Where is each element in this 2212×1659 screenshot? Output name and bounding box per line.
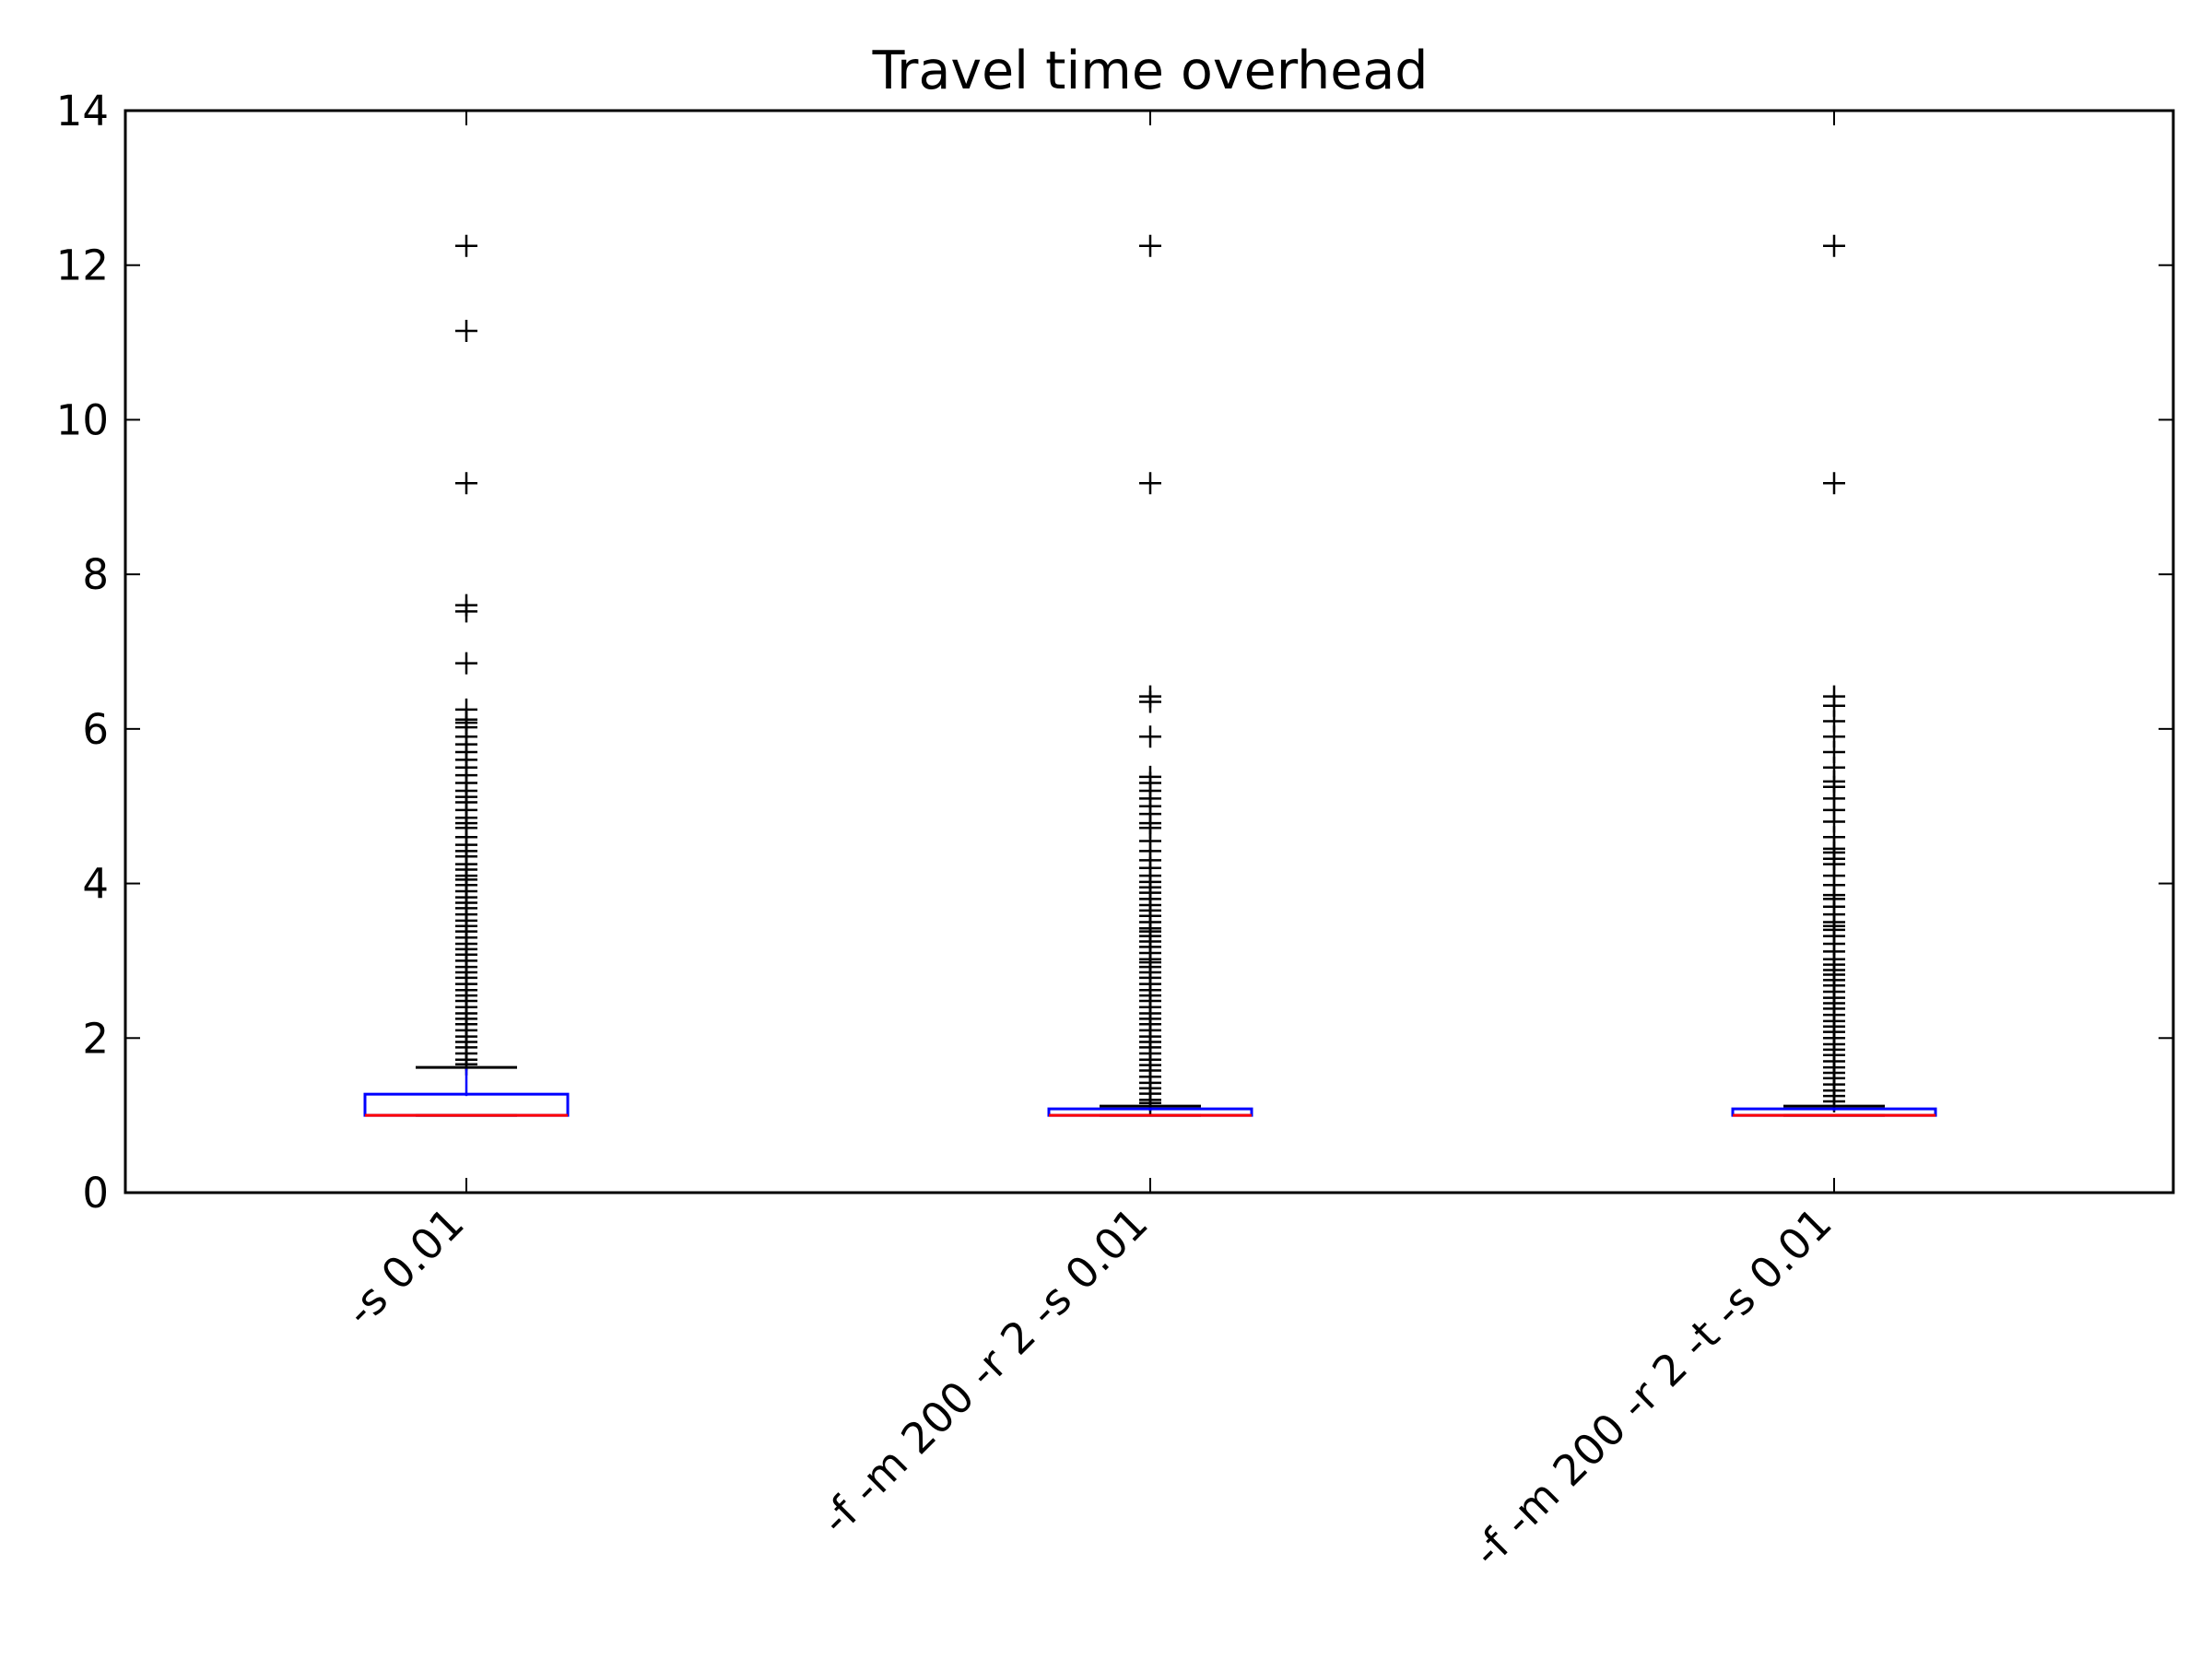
outlier-marker: [1823, 234, 1845, 257]
outlier-marker: [1139, 725, 1161, 748]
y-tick-label: 6: [82, 705, 109, 754]
x-category-label: -f -m 200 -r 2 -t -s 0.01: [1463, 1198, 1841, 1577]
x-category-label: -f -m 200 -r 2 -s 0.01: [811, 1198, 1158, 1545]
outlier-marker: [455, 319, 477, 342]
outlier-marker: [455, 600, 477, 623]
outlier-marker: [1823, 472, 1845, 495]
outlier-marker: [1139, 1091, 1161, 1114]
outlier-marker: [455, 234, 477, 257]
y-tick-label: 8: [82, 550, 109, 599]
plot-area: 0 2 4 6 8 10 12 14 -s 0.01 -f -m 200 -r 2 -s 0.01…: [56, 87, 2175, 1577]
outlier-marker: [1139, 690, 1161, 713]
y-tick-label: 10: [56, 395, 109, 444]
outlier-marker: [455, 652, 477, 675]
y-tick-label: 0: [82, 1169, 109, 1218]
y-tick-label: 12: [56, 241, 109, 290]
x-category-label: -s 0.01: [335, 1198, 474, 1336]
y-tick-label: 4: [82, 860, 109, 909]
y-tick-label: 2: [82, 1014, 109, 1063]
outlier-marker: [1139, 234, 1161, 257]
chart-title: Travel time overhead: [872, 41, 1429, 101]
outlier-marker: [455, 472, 477, 495]
outlier-marker: [1139, 472, 1161, 495]
box-iqr: [363, 1092, 570, 1117]
y-tick-label: 14: [56, 87, 109, 135]
